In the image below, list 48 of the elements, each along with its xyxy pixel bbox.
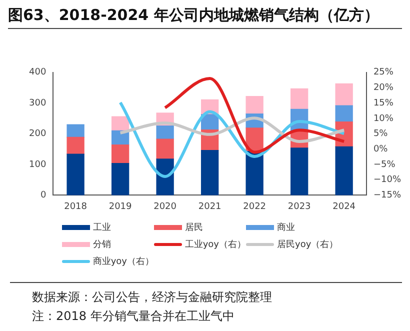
x-tick-label: 2020 [154, 202, 177, 212]
bar [246, 96, 264, 114]
y2-tick-label: 10% [373, 114, 394, 124]
bar [156, 138, 174, 160]
legend-label: 商业 [277, 222, 295, 234]
bar [335, 83, 353, 106]
bar [200, 150, 219, 196]
y2-tick-label: −5% [373, 160, 396, 170]
bar [66, 136, 84, 154]
x-tick-label: 2019 [108, 202, 132, 212]
bar [335, 105, 353, 122]
y-tick-label: 400 [28, 68, 46, 78]
y-tick-label: 100 [28, 160, 46, 170]
y2-tick-label: 15% [373, 98, 394, 108]
bar [156, 125, 174, 140]
text: 注：2018 年分销气量合并在工业气中 [31, 308, 236, 325]
bar [111, 144, 130, 164]
y2-tick-label: 25% [373, 68, 394, 78]
x-tick-label: 2018 [64, 202, 88, 212]
chart-title: 图63、2018-2024 年公司内地城燃销气结构（亿方） [8, 4, 402, 29]
line-series [118, 100, 346, 178]
source-note: 数据来源：公司公告，经济与金融研究院整理 [31, 289, 273, 306]
line-series [164, 77, 346, 154]
y2-tick-label: 5% [373, 129, 388, 140]
x-tick-label: 2021 [198, 202, 222, 212]
x-tick-label: 2024 [332, 202, 356, 212]
y-tick-label: 0 [40, 190, 46, 201]
y-tick-label: 300 [28, 98, 46, 108]
y2-tick-label: −15% [373, 190, 402, 201]
bar [66, 124, 84, 138]
y2-tick-label: 0% [373, 144, 388, 154]
bar [290, 88, 308, 110]
y2-tick-label: −10% [373, 175, 402, 186]
bar [290, 148, 308, 196]
legend-label: 分销 [93, 238, 111, 251]
x-tick-label: 2022 [243, 202, 266, 212]
legend-label: 居民 [185, 222, 203, 234]
legend-label: 居民yoy（右） [277, 238, 338, 251]
bar [66, 154, 84, 196]
y-tick-label: 200 [28, 129, 46, 140]
y2-tick-label: 20% [373, 83, 394, 94]
legend-label: 工业yoy（右） [184, 238, 246, 251]
legend-label: 商业yoy（右） [92, 256, 154, 268]
line-series [118, 116, 346, 143]
bar [335, 146, 353, 196]
x-tick-label: 2023 [288, 202, 311, 212]
bar [111, 162, 130, 196]
legend-label: 工业 [93, 222, 111, 234]
